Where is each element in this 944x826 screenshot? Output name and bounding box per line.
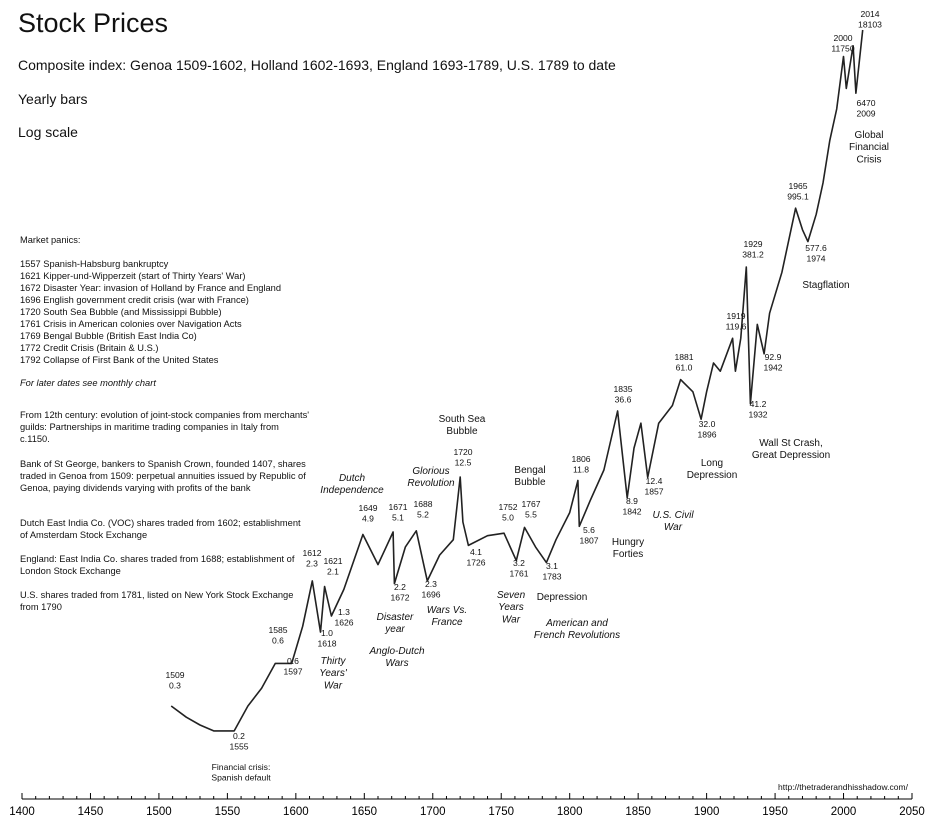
panic-item: 1557 Spanish-Habsburg bankruptcy xyxy=(20,259,169,269)
history-paragraph: England: East India Co. shares traded fr… xyxy=(20,554,295,576)
x-tick-label: 1650 xyxy=(352,806,378,818)
point-annotation: 2000 11750 xyxy=(831,33,854,53)
panics-list: 1557 Spanish-Habsburg bankruptcy 1621 Ki… xyxy=(20,258,281,366)
point-annotation: 6470 2009 xyxy=(856,98,875,118)
point-annotation: 1752 5.0 xyxy=(498,502,517,522)
point-annotation: 3.2 1761 xyxy=(509,558,528,578)
point-annotation: 1612 2.3 xyxy=(302,548,321,568)
point-annotation: 1671 5.1 xyxy=(388,502,407,522)
x-tick-label: 1800 xyxy=(557,806,583,818)
point-annotation: 1.3 1626 xyxy=(334,607,353,627)
point-annotation: 4.1 1726 xyxy=(466,547,485,567)
event-annotation: Stagflation xyxy=(802,280,849,291)
panics-heading: Market panics: xyxy=(20,235,81,245)
history-paragraph: From 12th century: evolution of joint-st… xyxy=(20,410,310,444)
point-annotation: 1509 0.3 xyxy=(165,670,184,690)
chart-subtitle: Composite index: Genoa 1509-1602, Hollan… xyxy=(18,57,616,73)
point-annotation: 1649 4.9 xyxy=(358,503,377,523)
point-annotation: 1688 5.2 xyxy=(413,499,432,519)
point-annotation: 1767 5.5 xyxy=(521,499,540,519)
x-tick-label: 1700 xyxy=(420,806,446,818)
point-annotation: 1965 995.1 xyxy=(787,181,809,201)
point-annotation: 41.2 1932 xyxy=(748,399,767,419)
point-annotation: 1835 36.6 xyxy=(613,384,632,404)
series-line xyxy=(170,29,864,732)
point-annotation: Financial crisis: Spanish default xyxy=(211,762,271,782)
point-annotation: 12.4 1857 xyxy=(644,476,663,496)
event-annotation: Anglo-Dutch Wars xyxy=(368,646,424,669)
later-note: For later dates see monthly chart xyxy=(20,378,156,388)
point-annotation: 1720 12.5 xyxy=(453,447,472,467)
x-tick-label: 2000 xyxy=(831,806,857,818)
x-tick-label: 1750 xyxy=(488,806,514,818)
point-annotation: 0.2 1555 xyxy=(229,731,248,751)
event-annotation: Hungry Forties xyxy=(612,537,644,560)
event-annotation: Depression xyxy=(537,592,588,603)
x-tick-label: 1850 xyxy=(625,806,651,818)
event-annotation: Seven Years War xyxy=(497,590,526,625)
point-annotation: 1929 381.2 xyxy=(742,239,764,259)
point-annotation: 1.0 1618 xyxy=(317,628,336,648)
event-annotation: Wall St Crash, Great Depression xyxy=(752,438,830,461)
x-tick-label: 1950 xyxy=(762,806,788,818)
panic-item: 1769 Bengal Bubble (British East India C… xyxy=(20,331,197,341)
history-paragraph: Dutch East India Co. (VOC) shares traded… xyxy=(20,518,301,540)
point-annotation: 3.1 1783 xyxy=(542,561,561,581)
point-annotation: 1881 61.0 xyxy=(674,352,693,372)
history-paragraph: Bank of St George, bankers to Spanish Cr… xyxy=(20,459,306,493)
point-annotation: 1621 2.1 xyxy=(323,556,342,576)
point-annotation: 2.3 1696 xyxy=(421,579,440,599)
history-paragraph: U.S. shares traded from 1781, listed on … xyxy=(20,590,294,612)
event-annotation: Long Depression xyxy=(687,458,738,481)
x-tick-label: 1500 xyxy=(146,806,172,818)
point-annotation: 2.2 1672 xyxy=(390,582,409,602)
event-annotation: Bengal Bubble xyxy=(514,465,546,488)
x-tick-label: 1450 xyxy=(78,806,104,818)
x-tick-label: 2050 xyxy=(899,806,925,818)
x-tick-label: 1600 xyxy=(283,806,309,818)
event-annotation: Dutch Independence xyxy=(320,473,384,496)
x-tick-label: 1400 xyxy=(9,806,35,818)
event-annotation: U.S. Civil War xyxy=(652,510,694,533)
panic-item: 1792 Collapse of First Bank of the Unite… xyxy=(20,355,219,365)
panic-item: 1772 Credit Crisis (Britain & U.S.) xyxy=(20,343,159,353)
x-tick-label: 1550 xyxy=(215,806,241,818)
point-annotation: 1585 0.6 xyxy=(268,625,287,645)
event-annotation: South Sea Bubble xyxy=(439,414,486,437)
source-link[interactable]: http://thetraderandhisshadow.com/ xyxy=(778,782,908,792)
point-annotation: 5.6 1807 xyxy=(579,525,598,545)
event-annotation: Wars Vs. France xyxy=(427,605,467,628)
x-tick-label: 1900 xyxy=(694,806,720,818)
point-annotation: 1919 119.6 xyxy=(726,311,747,331)
point-annotation: 577.6 1974 xyxy=(805,243,827,263)
panic-item: 1672 Disaster Year: invasion of Holland … xyxy=(20,283,281,293)
bars-note: Yearly bars xyxy=(18,91,88,107)
chart-title: Stock Prices xyxy=(18,8,169,38)
point-annotation: 0.6 1597 xyxy=(283,656,302,676)
event-annotation: Disaster year xyxy=(377,612,414,635)
panic-item: 1761 Crisis in American colonies over Na… xyxy=(20,319,242,329)
panic-item: 1696 English government credit crisis (w… xyxy=(20,295,249,305)
event-annotation: American and French Revolutions xyxy=(534,618,620,641)
point-annotation: 92.9 1942 xyxy=(763,352,782,372)
event-annotation: Global Financial Crisis xyxy=(849,130,889,165)
point-annotation: 8.9 1842 xyxy=(622,496,641,516)
point-annotation: 32.0 1896 xyxy=(697,419,716,439)
event-annotation: Thirty Years' War xyxy=(319,656,348,691)
panic-item: 1621 Kipper-und-Wipperzeit (start of Thi… xyxy=(20,271,246,281)
point-annotation: 2014 18103 xyxy=(858,9,882,29)
event-annotation: Glorious Revolution xyxy=(407,466,455,489)
panic-item: 1720 South Sea Bubble (and Mississippi B… xyxy=(20,307,222,317)
scale-note: Log scale xyxy=(18,124,78,140)
point-annotation: 1806 11.8 xyxy=(571,454,590,474)
